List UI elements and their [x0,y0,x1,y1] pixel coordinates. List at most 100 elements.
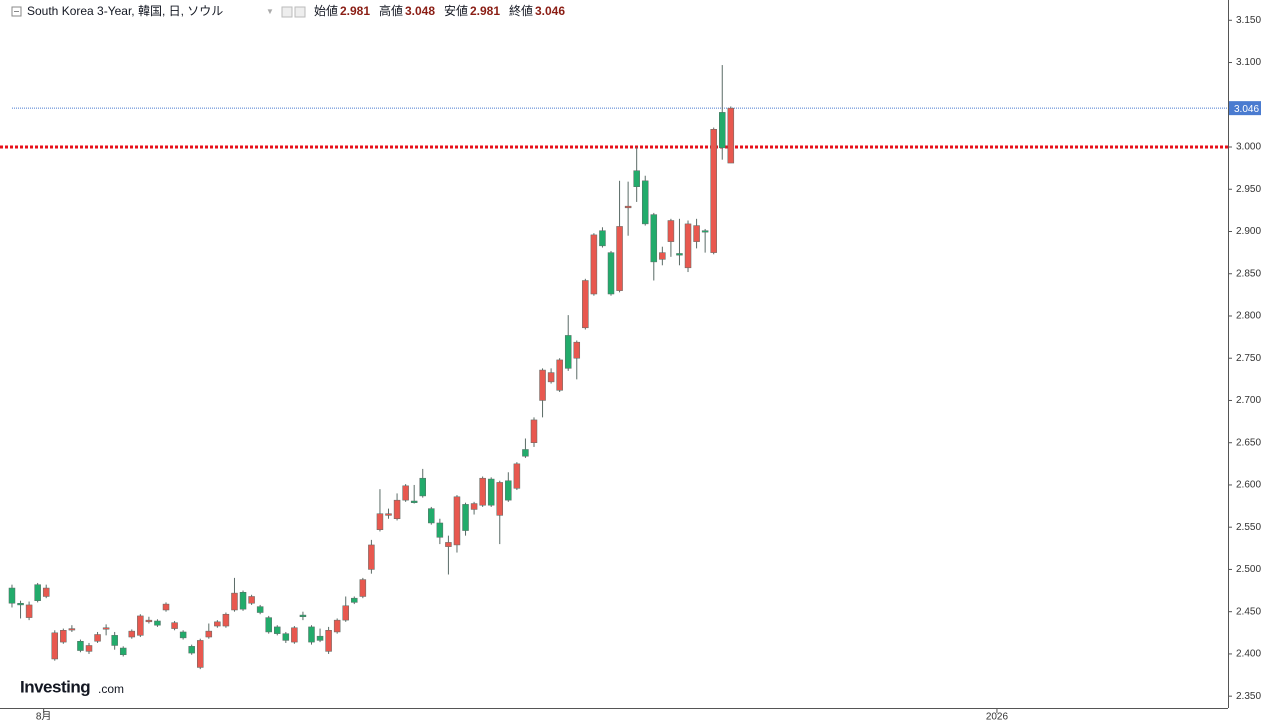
y-tick-label: 2.350 [1236,691,1261,702]
candle-body [308,626,315,643]
candle-body [428,508,435,524]
ohlc-label: 終値 [509,3,533,18]
ohlc-value: 2.981 [470,4,500,18]
candle-body [556,359,563,391]
y-tick-label: 2.900 [1236,226,1261,237]
candle-body [128,630,136,638]
candle-body [299,614,307,618]
candle-body [539,369,546,401]
y-tick-label: 2.700 [1236,395,1261,406]
candle-body [231,592,238,611]
y-tick-label: 3.000 [1236,142,1261,153]
candle-body [505,480,512,501]
candle-body [51,632,59,660]
y-tick-label: 2.850 [1236,268,1261,279]
chart-title: South Korea 3-Year, 韓国, 日, ソウル [27,4,223,18]
candle-body [179,631,187,639]
candle-body [351,597,358,603]
candle-body [154,620,161,626]
candle-body [419,477,426,497]
candle-body [582,280,589,329]
candle-body [34,584,41,601]
settings-icon[interactable] [281,6,293,18]
candle-body [436,522,444,538]
candle-body [102,627,110,630]
candle-body [445,542,452,547]
candle-body [205,630,213,638]
candle-body [462,504,469,531]
ohlc-label: 始値 [314,3,338,18]
watermark-suffix: .com [98,682,124,696]
candle-body [119,647,127,656]
candle-body [248,596,255,604]
y-tick-label: 2.600 [1236,480,1261,491]
ohlc-label: 安値 [444,3,468,18]
y-tick-label: 3.150 [1236,15,1261,26]
settings-icon[interactable] [294,6,306,18]
candle-body [222,613,230,627]
candle-body [282,633,290,641]
candle-body [145,619,153,623]
candle-body [719,112,726,149]
y-tick-label: 2.650 [1236,437,1261,448]
candle-body [325,630,332,652]
candle-body [496,482,504,516]
candle-body [564,335,572,369]
candle-body [188,646,195,654]
candle-body [274,626,281,634]
candle-body [385,513,392,516]
candle-body [402,485,409,501]
candle-body [68,628,76,631]
candle-body [633,170,640,187]
ohlc-value: 2.981 [340,4,370,18]
candle-body [291,627,298,643]
ohlc-header: 始値 2.981 高値 3.048 安値 2.981 終値 3.046 [314,3,565,18]
candle-body [641,180,649,225]
candle-body [470,503,478,510]
candle-body [162,603,170,611]
x-tick-label: 8月 [36,711,52,720]
candle-body [684,223,692,269]
last-price-box [1229,101,1261,116]
ohlc-value: 3.046 [535,4,565,18]
y-tick-label: 2.950 [1236,184,1261,195]
candle-body [333,619,341,633]
candle-body [85,645,93,652]
candle-body [60,630,67,643]
candle-body [479,477,486,506]
candle-body [727,107,735,164]
candle-body [376,513,384,530]
candle-body [171,622,178,629]
candle-body [650,214,658,263]
candle-body [616,226,623,291]
dropdown-arrow[interactable]: ▼ [266,7,274,16]
candle-body [25,604,33,618]
candle-body [530,419,538,443]
y-tick-label: 2.550 [1236,522,1261,533]
x-tick-label: 2026 [986,712,1009,720]
candle-body [522,449,529,457]
candle-body [667,220,675,242]
candle-body [8,587,16,604]
watermark-brand: Investing [20,677,90,696]
candle-body [214,621,221,627]
candle-body [513,463,521,489]
candle-body [137,615,144,636]
candle-body [599,230,606,247]
candle-body [94,634,101,642]
ohlc-value: 3.048 [405,4,435,18]
y-tick-label: 2.800 [1236,311,1261,322]
candle-body [624,205,632,209]
candle-body [239,592,247,610]
candle-body [487,478,495,506]
y-tick-label: 2.750 [1236,353,1261,364]
candle-body [342,605,349,621]
y-tick-label: 2.500 [1236,564,1261,575]
candle-body [693,225,700,242]
candle-body [393,499,401,519]
candle-body [42,587,50,597]
candle-body [17,602,24,606]
collapse-icon[interactable] [11,6,22,17]
candle-body [607,252,615,295]
